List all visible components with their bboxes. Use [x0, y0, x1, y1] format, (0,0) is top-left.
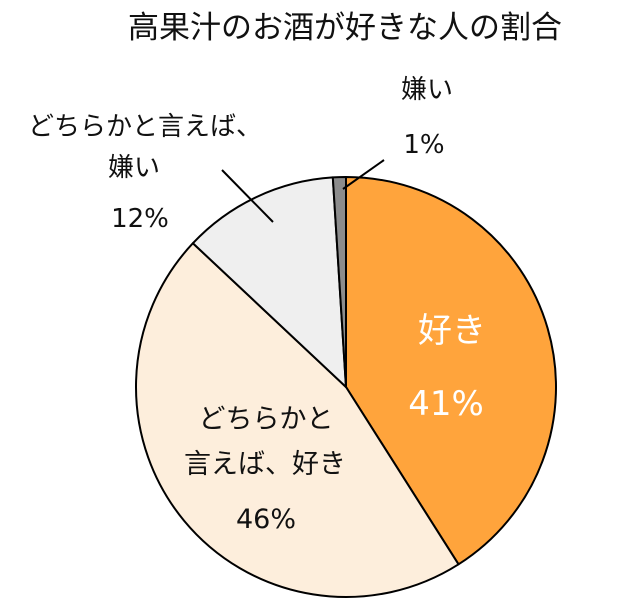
pie-slice-like	[345, 176, 557, 566]
slice-value-somewhat-dislike: 12%	[111, 204, 169, 234]
slice-value-like: 41%	[408, 384, 484, 424]
slice-label-somewhat-like-line1: どちらかと	[199, 404, 334, 435]
slice-value-somewhat-like: 46%	[236, 504, 296, 535]
leader-line-somewhat-dislike	[221, 169, 274, 223]
leader-line-dislike	[342, 159, 385, 190]
pie-slice-somewhat-dislike	[191, 176, 347, 388]
slice-label-like: 好き	[418, 311, 486, 351]
slice-value-dislike: 1%	[403, 130, 444, 160]
chart-title: 高果汁のお酒が好きな人の割合	[128, 10, 562, 46]
slice-label-somewhat-dislike-line1: どちらかと言えば、	[28, 112, 262, 142]
pie-slice-somewhat-like	[135, 242, 460, 598]
slice-label-somewhat-like-line2: 言えば、好き	[184, 449, 346, 480]
leader-lines	[221, 159, 385, 223]
pie-slice-dislike	[331, 176, 347, 388]
slice-label-somewhat-dislike-line2: 嫌い	[108, 153, 160, 183]
pie-slices	[135, 176, 557, 598]
slice-label-dislike: 嫌い	[401, 75, 453, 105]
